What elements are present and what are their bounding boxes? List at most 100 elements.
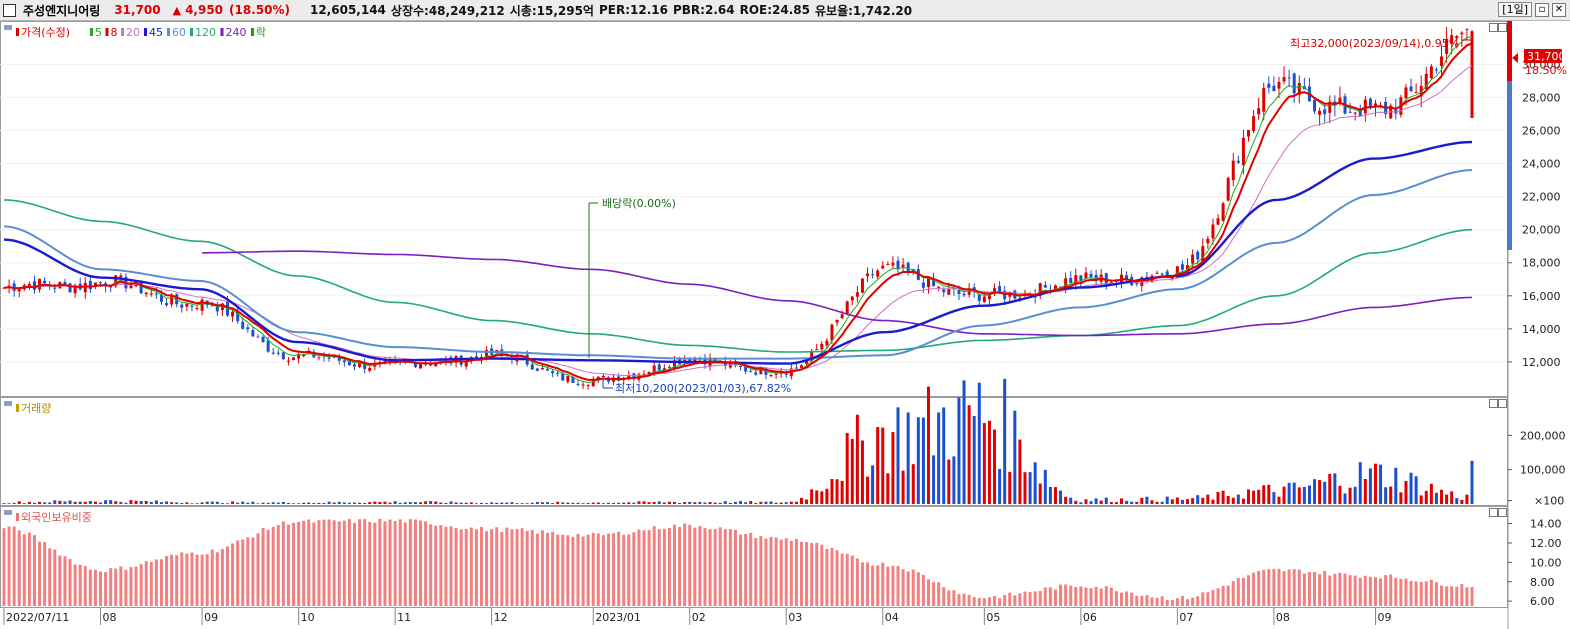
volume-bar	[398, 502, 402, 504]
candle-body	[358, 362, 362, 368]
stock-chart[interactable]: 가격(수정) 5 8 20 45 60 120 240 락 거래량 외국인보유비중 배당락(0.…	[0, 21, 1570, 629]
candle-body	[784, 373, 788, 375]
volume-panel-buttons[interactable]	[1489, 399, 1507, 408]
dividend-label: 배당락(0.00%)	[602, 197, 676, 210]
volume-bar	[317, 502, 321, 504]
volume-bar	[180, 503, 184, 504]
foreign-bar	[546, 532, 550, 606]
volume-bar	[1175, 497, 1179, 504]
volume-bar	[1135, 501, 1139, 504]
foreign-bar	[1130, 592, 1134, 606]
price-tick: 12,000	[1522, 356, 1561, 369]
foreign-bar	[403, 522, 407, 606]
volume-bar	[490, 502, 494, 504]
candle-body	[368, 367, 372, 371]
volume-bar	[698, 501, 702, 504]
volume-bar	[921, 417, 925, 504]
foreign-bar	[1231, 581, 1235, 606]
volume-bar	[1262, 485, 1266, 504]
candle-body	[871, 274, 875, 276]
candle-body	[286, 360, 290, 362]
foreign-bar	[1313, 571, 1317, 606]
foreign-bar	[835, 550, 839, 606]
candle-body	[754, 372, 758, 375]
volume-bar	[1089, 501, 1093, 504]
foreign-bar	[993, 595, 997, 606]
foreign-bar	[703, 528, 707, 606]
candle-body	[769, 374, 773, 376]
foreign-panel-buttons[interactable]	[1489, 508, 1507, 517]
price-panel-buttons[interactable]	[1489, 23, 1507, 32]
select-checkbox[interactable]	[3, 3, 16, 17]
candle-body	[713, 358, 717, 362]
foreign-bar	[205, 554, 209, 606]
volume-bar	[1333, 473, 1337, 504]
foreign-bar	[114, 568, 118, 606]
candle-body	[937, 286, 941, 288]
close-icon[interactable]: ✕	[1552, 2, 1566, 17]
foreign-bar	[180, 552, 184, 606]
volume-tick: ×100	[1534, 495, 1564, 508]
legend-swatch	[167, 28, 170, 36]
volume-bar	[713, 502, 717, 504]
volume-bar	[759, 501, 763, 504]
per-stat: PER:12.16	[598, 3, 668, 17]
candle-body	[342, 360, 346, 363]
maximize-icon[interactable]: ▫	[1535, 2, 1549, 17]
candle-body	[1186, 265, 1190, 272]
candle-body	[190, 305, 194, 307]
volume-bar	[1241, 498, 1245, 504]
foreign-bar	[840, 553, 844, 606]
volume-bar	[1038, 483, 1042, 504]
foreign-bar	[952, 590, 956, 606]
dividend-annotation: 배당락(0.00%)	[588, 197, 676, 358]
volume-bar	[571, 502, 575, 504]
foreign-bar	[794, 538, 798, 606]
volume-bar	[93, 501, 97, 504]
ma8-line	[3, 42, 1473, 381]
foreign-bar	[571, 536, 575, 606]
price-tick: 22,000	[1522, 191, 1561, 204]
candle-body	[1201, 246, 1205, 262]
foreign-bar	[1379, 578, 1383, 606]
foreign-bar	[63, 556, 67, 606]
volume-bar	[1059, 490, 1063, 504]
price-y-axis: 30,00028,00026,00024,00022,00020,00018,0…	[1508, 58, 1561, 369]
candle-body	[1069, 277, 1073, 283]
volume-bar	[835, 479, 839, 504]
volume-bar	[805, 499, 809, 504]
candle-body	[292, 357, 296, 361]
volume-bar	[596, 502, 600, 504]
volume-bar	[1099, 500, 1103, 504]
volume-bar	[1373, 463, 1377, 504]
current-price-value: 31,700	[1527, 50, 1566, 63]
volume-bar	[352, 502, 356, 504]
candle-body	[1429, 66, 1433, 79]
foreign-bar	[1048, 587, 1052, 606]
foreign-bar	[1236, 577, 1240, 606]
foreign-bar	[673, 524, 677, 606]
foreign-bar	[1155, 597, 1159, 606]
current-price-pct: 18.50%	[1525, 64, 1567, 77]
foreign-bar	[535, 533, 539, 606]
candle-body	[413, 362, 417, 367]
foreign-legend: 외국인보유비중	[4, 510, 92, 524]
period-selector[interactable]: [1일]	[1498, 2, 1532, 17]
volume-bar	[1130, 501, 1134, 504]
foreign-bar	[220, 549, 224, 606]
foreign-bar	[1099, 588, 1103, 606]
candle-body	[1180, 264, 1184, 270]
volume-bar	[556, 501, 560, 504]
x-tick: 09	[1377, 611, 1391, 624]
foreign-ratio-bars	[2, 518, 1474, 606]
candle-body	[1079, 275, 1083, 281]
foreign-bar	[728, 529, 732, 606]
volume-bar	[1043, 469, 1047, 504]
foreign-bar	[27, 532, 31, 606]
volume-bar	[302, 502, 306, 504]
foreign-bar	[292, 522, 296, 606]
foreign-bar	[515, 528, 519, 606]
foreign-bar	[22, 534, 26, 606]
volume-bar	[1028, 472, 1032, 504]
x-tick: 08	[103, 611, 117, 624]
